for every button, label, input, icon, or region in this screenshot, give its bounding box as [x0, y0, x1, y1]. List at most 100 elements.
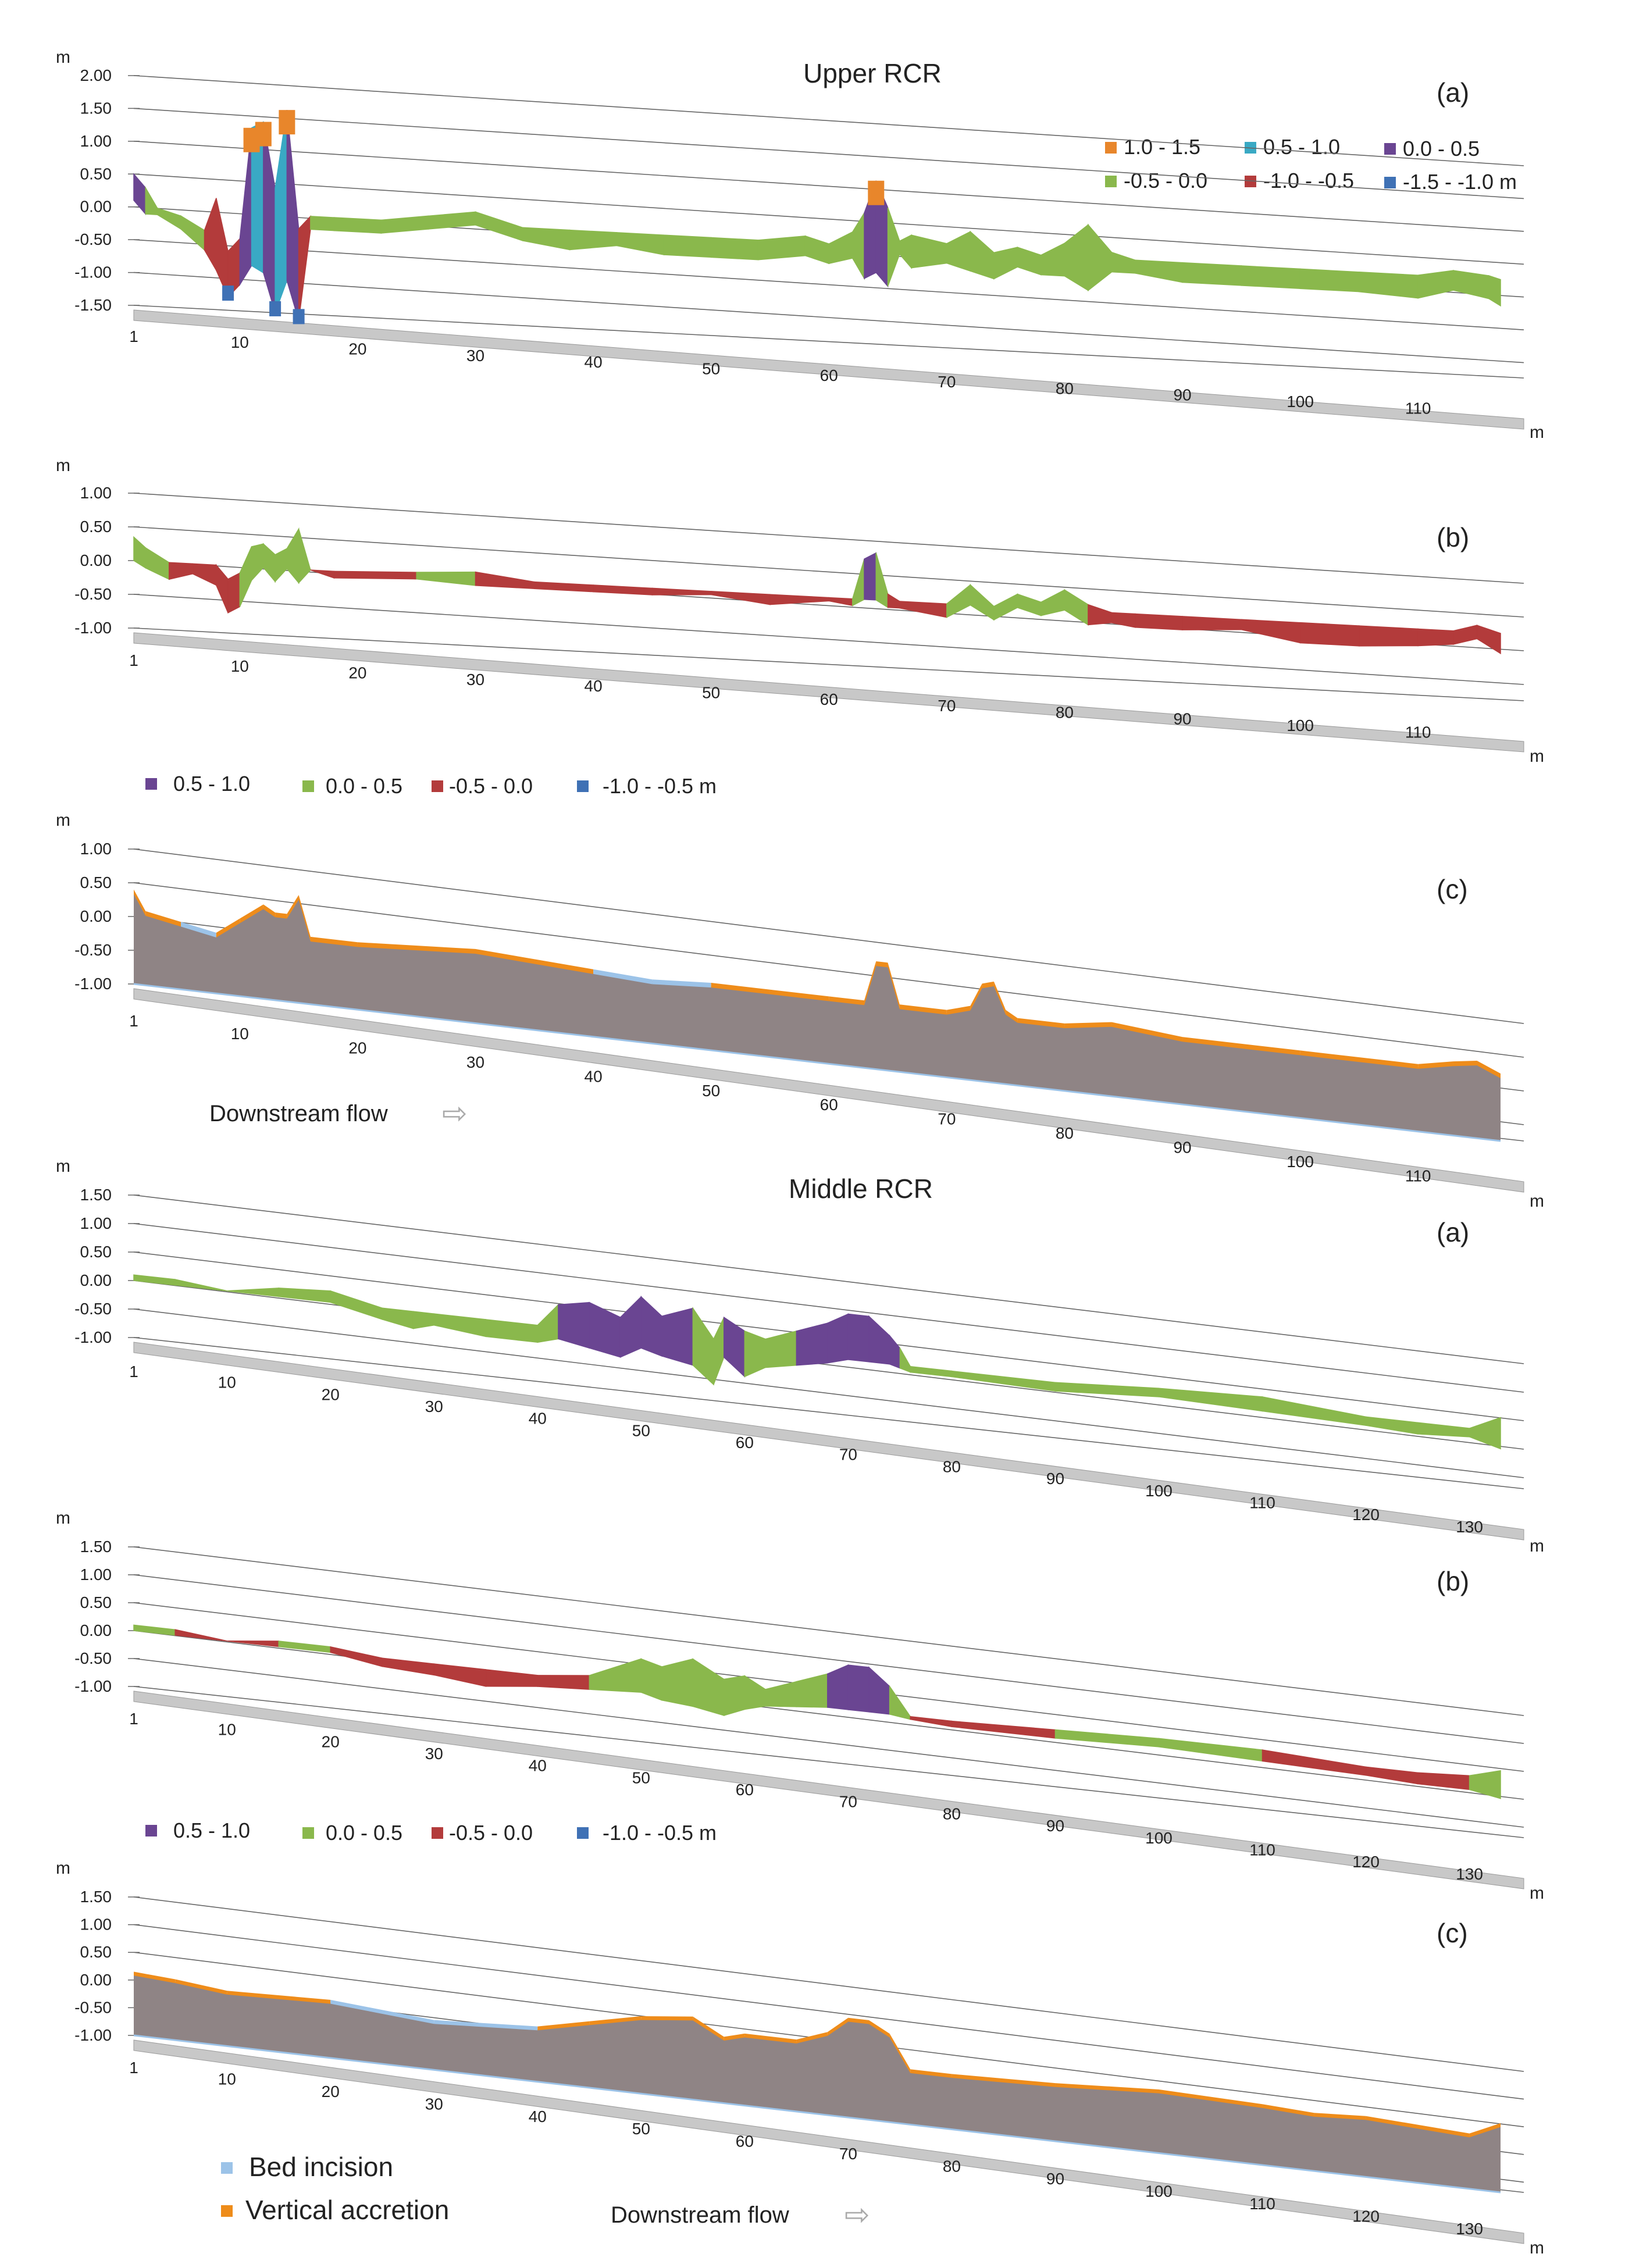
- data-ribbon-segment: [1017, 593, 1042, 616]
- x-tick-label: 120: [1352, 1853, 1380, 1871]
- x-tick-label: 1: [129, 1363, 138, 1381]
- data-accretion-edge: [310, 936, 358, 947]
- data-ribbon-segment: [868, 1315, 890, 1365]
- middle-panel-b: m1.501.000.500.00-0.50-1.001102030405060…: [56, 1509, 1544, 1903]
- data-incision-edge: [593, 969, 653, 985]
- x-tick-label: 80: [943, 1805, 961, 1823]
- x-tick-label: 40: [585, 677, 603, 695]
- data-ribbon-segment: [828, 231, 853, 265]
- x-tick-label: 20: [348, 664, 366, 682]
- x-tick-label: 100: [1145, 1829, 1173, 1847]
- x-tick-label: 10: [231, 1025, 249, 1043]
- data-ribbon-segment: [887, 593, 900, 609]
- data-ribbon-segment: [333, 217, 382, 234]
- data-accretion-edge: [1111, 1022, 1183, 1042]
- data-accretion-edge: [970, 983, 982, 1011]
- data-ribbon-segment: [724, 1675, 746, 1716]
- data-ribbon-segment: [1453, 270, 1489, 299]
- legend-swatch: [221, 2162, 233, 2174]
- legend-label: -0.5 - 0.0: [1124, 169, 1207, 192]
- y-tick-label: 1.00: [80, 840, 112, 858]
- data-accretion-edge: [1262, 2104, 1314, 2117]
- floor-slab: [133, 632, 1524, 753]
- data-ribbon-segment: [1488, 274, 1501, 307]
- x-tick-label: 100: [1287, 393, 1314, 411]
- panel-tag: (c): [1437, 874, 1468, 904]
- x-tick-label: 30: [466, 1053, 484, 1071]
- y-tick-label: 0.00: [80, 198, 112, 216]
- gridline: [133, 848, 1524, 1024]
- panel-tag: (a): [1437, 1217, 1469, 1247]
- x-tick-label: 1: [129, 1012, 138, 1030]
- y-tick-label: 0.00: [80, 551, 112, 569]
- legend-item-0-0-0-5: 0.0 - 0.5: [302, 1821, 402, 1845]
- x-tick-label: 10: [218, 1374, 236, 1392]
- data-ribbon-segment: [1182, 616, 1242, 630]
- data-ribbon-segment: [661, 1307, 694, 1366]
- data-ribbon-segment: [889, 1334, 901, 1369]
- data-ribbon-segment: [1064, 589, 1089, 626]
- data-ribbon-segment: [1261, 1396, 1367, 1426]
- data-ribbon-segment: [640, 1658, 662, 1701]
- gridline: [133, 1896, 1524, 2072]
- y-tick-label: 0.50: [80, 1243, 112, 1261]
- data-peak-cap: [279, 110, 295, 135]
- data-ribbon-segment: [970, 584, 995, 621]
- data-ribbon-segment: [899, 601, 947, 618]
- data-ribbon-segment: [382, 1657, 435, 1676]
- data-ribbon-segment: [298, 215, 311, 321]
- legend-label: Vertical accretion: [245, 2195, 449, 2225]
- y-tick-label: 0.50: [80, 1943, 112, 1961]
- x-tick-label: 110: [1405, 399, 1431, 417]
- data-accretion-edge: [589, 2016, 642, 2025]
- data-trough-cap: [293, 309, 305, 324]
- data-ribbon-segment: [710, 591, 771, 605]
- x-tick-label: 10: [218, 2070, 236, 2088]
- legend-label: Bed incision: [249, 2152, 393, 2182]
- middle-rcr-title: Middle RCR: [789, 1174, 933, 1204]
- y-unit-label: m: [56, 1859, 70, 1878]
- gridline: [133, 1924, 1524, 2100]
- gridline: [133, 272, 1524, 363]
- data-ribbon-segment: [852, 211, 865, 280]
- legend-item-0-5-1-0: 0.5 - 1.0: [145, 1818, 250, 1842]
- data-ribbon-segment: [278, 1288, 332, 1303]
- legend-label: 1.0 - 1.5: [1124, 135, 1200, 159]
- y-tick-label: -0.50: [74, 1300, 112, 1318]
- x-tick-label: 90: [1173, 1139, 1191, 1157]
- x-tick-label: 80: [1056, 379, 1074, 397]
- data-accretion-edge: [1017, 1018, 1065, 1028]
- y-unit-label: m: [56, 48, 70, 67]
- data-ribbon-segment: [593, 584, 653, 595]
- data-ribbon-segment: [1261, 1749, 1367, 1776]
- y-tick-label: 1.00: [80, 1214, 112, 1232]
- data-ribbon-segment: [251, 543, 264, 582]
- data-accretion-edge: [869, 2020, 890, 2038]
- x-tick-label: 50: [702, 683, 720, 701]
- data-ribbon-segment: [765, 1330, 797, 1368]
- legend-item-0-5-1-0: 0.5 - 1.0: [1245, 135, 1340, 159]
- x-unit-label: m: [1530, 1192, 1544, 1211]
- data-ribbon-segment: [537, 1303, 559, 1343]
- data-ribbon-segment: [133, 536, 147, 569]
- data-ribbon-segment: [1469, 1417, 1501, 1450]
- data-accretion-edge: [1314, 2113, 1366, 2120]
- downstream-flow-label: Downstream flow: [611, 2202, 789, 2228]
- x-tick-label: 100: [1145, 2183, 1173, 2201]
- data-accretion-edge: [298, 894, 311, 942]
- data-accretion-edge: [899, 1004, 947, 1015]
- data-ribbon-segment: [661, 1658, 694, 1707]
- data-ribbon-segment: [1359, 625, 1419, 647]
- legend-swatch: [577, 1827, 589, 1839]
- data-ribbon-segment: [1088, 223, 1113, 291]
- data-ribbon-segment: [744, 1330, 766, 1378]
- gridline: [133, 239, 1524, 330]
- x-tick-label: 60: [820, 690, 838, 708]
- y-tick-label: -1.00: [74, 619, 112, 637]
- data-ribbon-segment: [899, 1346, 911, 1373]
- data-ribbon-segment: [485, 1669, 539, 1687]
- data-ribbon-segment: [278, 1641, 332, 1653]
- x-tick-label: 50: [632, 2120, 650, 2138]
- data-ribbon-segment: [416, 571, 476, 586]
- x-tick-label: 50: [632, 1768, 650, 1786]
